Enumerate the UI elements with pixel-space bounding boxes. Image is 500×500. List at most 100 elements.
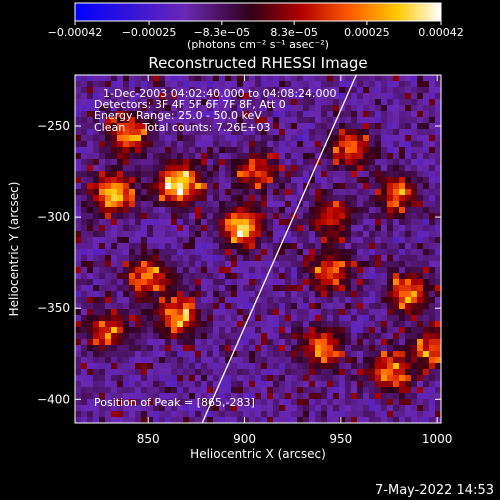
heatmap-cell [393,339,399,345]
heatmap-cell [135,363,141,369]
heatmap-cell [153,297,159,303]
heatmap-cell [345,237,351,243]
heatmap-cell [273,117,279,123]
heatmap-cell [213,345,219,351]
heatmap-cell [405,321,411,327]
heatmap-cell [207,333,213,339]
heatmap-cell [309,189,315,195]
heatmap-cell [267,159,273,165]
heatmap-cell [123,171,129,177]
heatmap-cell [279,267,285,273]
heatmap-cell [93,105,99,111]
heatmap-cell [399,165,405,171]
heatmap-cell [279,303,285,309]
heatmap-cell [333,171,339,177]
heatmap-cell [273,381,279,387]
heatmap-cell [423,399,429,405]
heatmap-cell [141,117,147,123]
heatmap-cell [327,231,333,237]
heatmap-cell [159,159,165,165]
heatmap-cell [321,159,327,165]
heatmap-cell [117,81,123,87]
heatmap-cell [165,279,171,285]
heatmap-cell [369,183,375,189]
heatmap-cell [237,261,243,267]
heatmap-cell [81,93,87,99]
heatmap-cell [405,147,411,153]
heatmap-cell [261,129,267,135]
heatmap-cell [231,309,237,315]
heatmap-cell [417,237,423,243]
heatmap-cell [129,231,135,237]
heatmap-cell [393,411,399,417]
heatmap-cell [279,213,285,219]
heatmap-cell [399,111,405,117]
heatmap-cell [405,93,411,99]
heatmap-cell [327,195,333,201]
heatmap-cell [231,225,237,231]
heatmap-cell [345,267,351,273]
heatmap-cell [315,141,321,147]
heatmap-cell [117,261,123,267]
heatmap-cell [195,189,201,195]
heatmap-cell [195,249,201,255]
heatmap-cell [147,159,153,165]
heatmap-cell [351,417,357,423]
heatmap-cell [381,417,387,423]
heatmap-cell [357,219,363,225]
heatmap-cell [189,357,195,363]
heatmap-cell [141,135,147,141]
heatmap-cell [237,321,243,327]
heatmap-cell [279,411,285,417]
heatmap-cell [327,303,333,309]
heatmap-cell [255,147,261,153]
heatmap-cell [177,195,183,201]
heatmap-cell [399,153,405,159]
heatmap-cell [105,189,111,195]
heatmap-cell [225,285,231,291]
heatmap-cell [111,177,117,183]
heatmap-cell [345,183,351,189]
heatmap-cell [135,159,141,165]
heatmap-cell [153,213,159,219]
heatmap-cell [195,135,201,141]
heatmap-cell [111,321,117,327]
heatmap-cell [417,273,423,279]
heatmap-cell [285,231,291,237]
heatmap-cell [333,237,339,243]
heatmap-cell [387,405,393,411]
heatmap-cell [231,279,237,285]
heatmap-cell [309,75,315,81]
heatmap-cell [153,231,159,237]
heatmap-cell [195,243,201,249]
heatmap-cell [189,111,195,117]
heatmap-cell [309,333,315,339]
heatmap-cell [309,357,315,363]
heatmap-cell [153,357,159,363]
heatmap-cell [321,81,327,87]
heatmap-cell [357,123,363,129]
heatmap-cell [135,267,141,273]
heatmap-cell [429,225,435,231]
heatmap-cell [333,177,339,183]
heatmap-cell [213,363,219,369]
heatmap-cell [201,381,207,387]
heatmap-cell [129,141,135,147]
heatmap-cell [261,141,267,147]
heatmap-cell [123,237,129,243]
heatmap-cell [369,207,375,213]
heatmap-cell [315,219,321,225]
heatmap-cell [285,339,291,345]
heatmap-cell [405,153,411,159]
heatmap-cell [273,267,279,273]
heatmap-cell [147,369,153,375]
heatmap-cell [369,387,375,393]
heatmap-cell [153,315,159,321]
heatmap-cell [333,249,339,255]
heatmap-cell [123,333,129,339]
heatmap-cell [171,81,177,87]
heatmap-cell [225,273,231,279]
heatmap-cell [183,135,189,141]
heatmap-cell [279,255,285,261]
heatmap-cell [321,387,327,393]
